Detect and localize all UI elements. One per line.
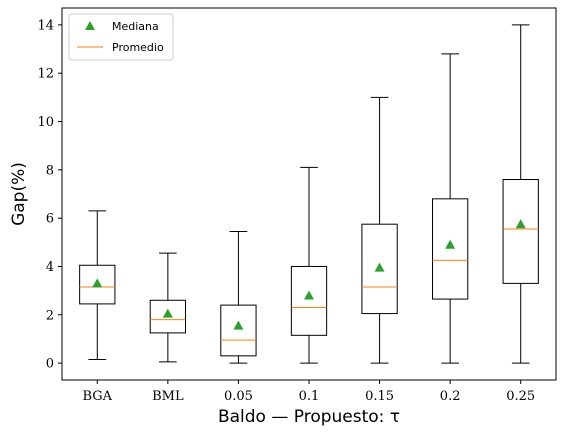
x-axis: BGA BML 0.05 0.1 0.15 0.2 0.25 bbox=[82, 380, 535, 404]
x-tick-label: 0.05 bbox=[224, 389, 253, 404]
mean-marker bbox=[445, 239, 456, 249]
iqr-box bbox=[361, 223, 398, 315]
y-axis-label: Gap(%) bbox=[9, 162, 29, 226]
mean-marker bbox=[233, 320, 244, 330]
y-axis: 0 2 4 6 8 10 12 14 bbox=[37, 18, 62, 372]
box-group-0.25 bbox=[502, 24, 539, 364]
legend-triangle-icon bbox=[85, 21, 95, 30]
y-tick-label: 2 bbox=[46, 308, 54, 323]
y-tick-label: 0 bbox=[46, 357, 54, 372]
x-tick-label: 0.1 bbox=[299, 389, 320, 404]
iqr-box bbox=[502, 179, 539, 284]
legend-label-mediana: Mediana bbox=[112, 20, 159, 33]
x-tick-label: 0.15 bbox=[365, 389, 394, 404]
y-tick-label: 6 bbox=[46, 212, 54, 227]
x-tick-label: BML bbox=[152, 389, 184, 404]
x-tick-label: BGA bbox=[82, 389, 112, 404]
y-tick-label: 4 bbox=[46, 260, 54, 275]
box-group-BGA bbox=[79, 210, 116, 360]
legend-box bbox=[68, 13, 174, 61]
mean-marker bbox=[92, 278, 103, 288]
x-axis-label: Baldo — Propuesto: τ bbox=[218, 407, 400, 427]
x-tick-label: 0.25 bbox=[506, 389, 535, 404]
y-tick-label: 12 bbox=[37, 67, 54, 82]
mean-marker bbox=[162, 308, 173, 318]
y-tick-label: 10 bbox=[37, 115, 54, 130]
mean-marker bbox=[304, 290, 314, 300]
mean-marker bbox=[515, 219, 526, 229]
legend: Mediana Promedio bbox=[68, 13, 174, 61]
box-group-0.2 bbox=[432, 53, 469, 364]
box-group-0.05 bbox=[220, 230, 257, 364]
y-tick-label: 14 bbox=[37, 18, 54, 33]
box-group-BML bbox=[149, 252, 186, 363]
boxes-group bbox=[79, 24, 539, 364]
iqr-box bbox=[79, 264, 116, 305]
box-group-0.1 bbox=[290, 166, 328, 364]
box-group-0.15 bbox=[361, 96, 398, 364]
legend-label-promedio: Promedio bbox=[112, 41, 164, 54]
iqr-box bbox=[432, 198, 469, 300]
iqr-box bbox=[290, 265, 328, 336]
iqr-box bbox=[149, 299, 186, 334]
iqr-box bbox=[220, 304, 257, 357]
y-tick-label: 8 bbox=[46, 163, 54, 178]
x-tick-label: 0.2 bbox=[440, 389, 461, 404]
mean-marker bbox=[374, 262, 385, 272]
